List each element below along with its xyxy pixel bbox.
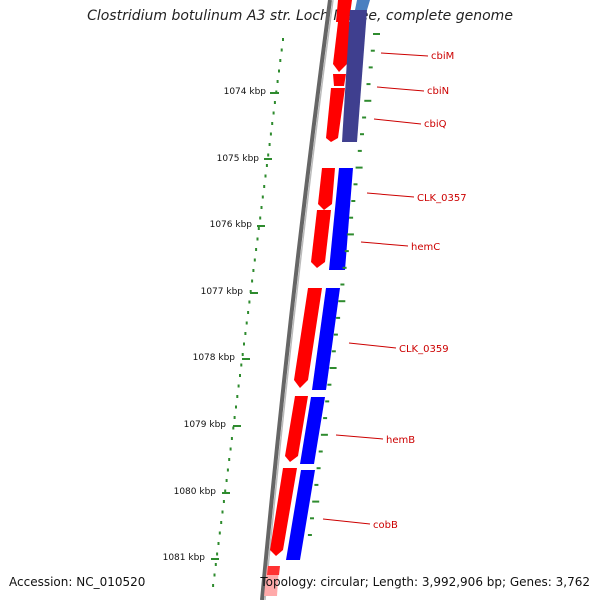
feature-cbiQ xyxy=(326,88,345,142)
map-title: Clostridium botulinum A3 str. Loch Maree… xyxy=(87,8,513,24)
gene-label-CLK_0357: CLK_0357 xyxy=(417,193,467,204)
feature-reverse-cbi xyxy=(342,10,367,142)
feature-CLK_0357-reverse xyxy=(329,168,353,270)
scale-label-1074: 1074 kbp xyxy=(224,87,267,97)
feature-cbiM xyxy=(333,22,351,72)
gene-label-CLK_0359: CLK_0359 xyxy=(399,344,449,355)
scale-label-1075: 1075 kbp xyxy=(217,154,260,164)
feature-partial-top xyxy=(336,0,352,22)
scale-label-1079: 1079 kbp xyxy=(184,420,227,430)
feature-hemC xyxy=(311,210,331,268)
topology-text: Topology: circular; Length: 3,992,906 bp… xyxy=(260,575,590,589)
scale-label-1078: 1078 kbp xyxy=(193,353,236,363)
feature-cobB xyxy=(270,468,297,556)
scale-label-1077: 1077 kbp xyxy=(201,287,244,297)
feature-cbiN xyxy=(333,74,346,86)
gene-label-cbiQ: cbiQ xyxy=(424,119,447,130)
backbone xyxy=(260,0,332,600)
gene-label-cobB: cobB xyxy=(373,520,398,531)
feature-hemB xyxy=(285,396,308,462)
gene-labels: cbiM cbiN cbiQ CLK_0357 hemC CLK_0359 he… xyxy=(322,51,467,531)
gene-label-hemB: hemB xyxy=(386,435,415,446)
feature-CLK_0359-reverse xyxy=(312,288,340,390)
scale-label-1080: 1080 kbp xyxy=(174,487,217,497)
feature-hemB-reverse xyxy=(300,397,325,464)
feature-partial-top-reverse xyxy=(355,0,370,10)
scale-label-1076: 1076 kbp xyxy=(210,220,253,230)
feature-CLK_0359 xyxy=(294,288,322,388)
gene-label-cbiM: cbiM xyxy=(431,51,454,62)
gene-label-hemC: hemC xyxy=(411,242,440,253)
accession-text: Accession: NC_010520 xyxy=(9,575,146,589)
feature-cobB-reverse xyxy=(286,470,315,560)
scale-label-1081: 1081 kbp xyxy=(163,553,206,563)
gene-features xyxy=(264,0,370,596)
gene-label-cbiN: cbiN xyxy=(427,86,449,97)
scale-ruler xyxy=(212,38,284,587)
outer-ticks xyxy=(307,33,380,536)
scale-ticks: 1074 kbp 1075 kbp 1076 kbp 1077 kbp 1078… xyxy=(163,87,279,563)
feature-CLK_0357 xyxy=(318,168,335,210)
